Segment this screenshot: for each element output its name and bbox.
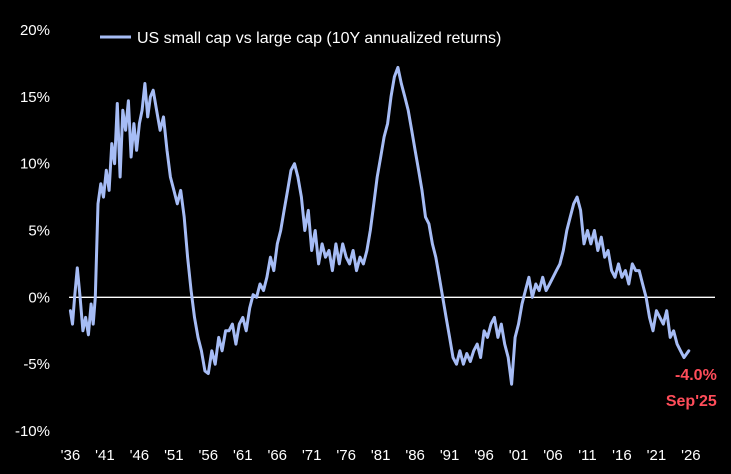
x-tick-label: '81 xyxy=(371,447,391,464)
y-tick-label: -5% xyxy=(23,356,50,373)
legend-label: US small cap vs large cap (10Y annualize… xyxy=(137,30,501,47)
annotation-date: Sep'25 xyxy=(666,393,717,410)
x-tick-label: '96 xyxy=(474,447,494,464)
x-tick-label: '46 xyxy=(130,447,150,464)
x-tick-label: '91 xyxy=(440,447,460,464)
x-tick-label: '71 xyxy=(302,447,322,464)
x-tick-label: '21 xyxy=(647,447,667,464)
x-tick-label: '61 xyxy=(233,447,253,464)
x-tick-label: '51 xyxy=(164,447,184,464)
x-tick-label: '26 xyxy=(681,447,701,464)
y-axis-ticks: 20% 15% 10% 5% 0% -5% -10% xyxy=(15,22,50,440)
y-tick-label: 15% xyxy=(20,89,50,106)
x-tick-label: '11 xyxy=(578,447,596,464)
series-line-small-vs-large-cap xyxy=(68,65,691,386)
x-tick-label: '06 xyxy=(543,447,563,464)
x-tick-label: '66 xyxy=(267,447,287,464)
x-tick-label: '41 xyxy=(95,447,115,464)
y-tick-label: -10% xyxy=(15,423,50,440)
x-tick-label: '76 xyxy=(336,447,356,464)
y-tick-label: 0% xyxy=(28,289,50,306)
x-tick-label: '01 xyxy=(509,447,529,464)
annotation-value: -4.0% xyxy=(675,367,717,384)
x-tick-label: '36 xyxy=(61,447,81,464)
x-axis-ticks: '36 '41 '46 '51 '56 '61 '66 '71 '76 '81 '86 '91 '96 '… xyxy=(61,447,701,464)
y-tick-label: 5% xyxy=(28,223,50,240)
y-tick-label: 20% xyxy=(20,22,50,39)
end-value-annotation: -4.0% Sep'25 xyxy=(666,367,717,410)
legend: US small cap vs large cap (10Y annualize… xyxy=(100,30,501,47)
y-tick-label: 10% xyxy=(20,156,50,173)
x-tick-label: '16 xyxy=(612,447,632,464)
x-tick-label: '86 xyxy=(405,447,425,464)
x-tick-label: '56 xyxy=(199,447,219,464)
